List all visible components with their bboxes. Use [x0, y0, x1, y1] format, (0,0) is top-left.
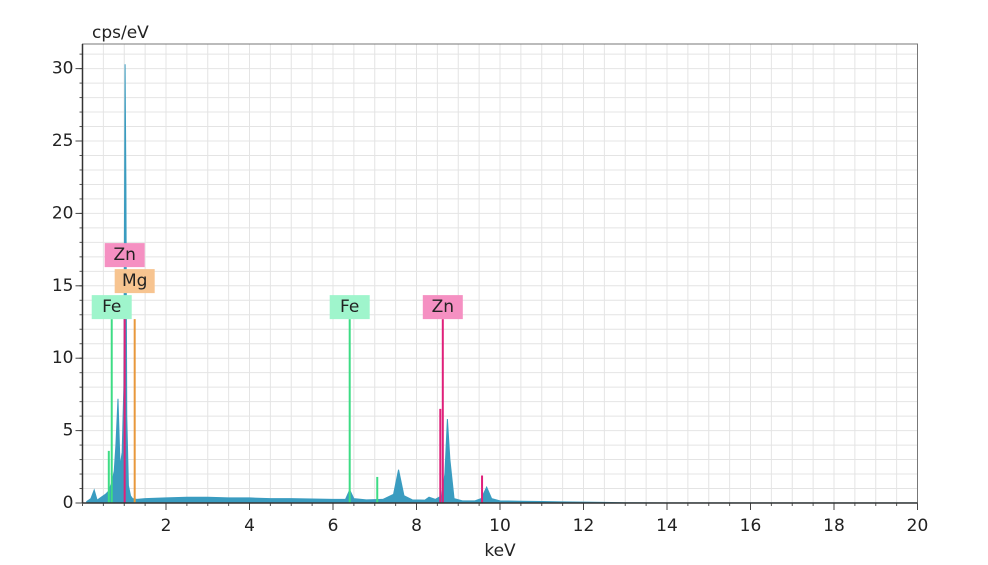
x-tick-label: 4 — [244, 516, 255, 536]
x-tick-label: 16 — [740, 516, 762, 536]
x-tick-label: 12 — [573, 516, 595, 536]
element-label: Fe — [340, 297, 359, 317]
x-tick-label: 8 — [411, 516, 422, 536]
y-tick-label: 5 — [63, 421, 74, 441]
y-tick-label: 20 — [52, 203, 74, 223]
element-label-box — [91, 295, 132, 320]
y-tick-label: 15 — [52, 276, 74, 296]
x-tick-label: 20 — [907, 516, 929, 536]
element-label: Zn — [432, 297, 454, 317]
x-tick-label: 6 — [328, 516, 339, 536]
x-tick-label: 2 — [161, 516, 172, 536]
element-label-box — [114, 269, 155, 294]
x-tick-label: 14 — [656, 516, 678, 536]
element-label: Zn — [113, 245, 135, 265]
element-label-box — [104, 243, 145, 268]
element-label: Mg — [122, 271, 147, 291]
y-tick-label: 10 — [52, 348, 74, 368]
y-tick-label: 30 — [52, 59, 74, 79]
element-label-box — [422, 295, 463, 320]
y-tick-label: 25 — [52, 131, 74, 151]
y-axis-label: cps/eV — [92, 23, 149, 43]
x-axis-label: keV — [484, 541, 516, 561]
element-label-box — [329, 295, 370, 320]
spectrum-area — [86, 64, 918, 504]
x-tick-label: 18 — [823, 516, 845, 536]
y-tick-label: 0 — [63, 493, 74, 513]
element-label: Fe — [102, 297, 121, 317]
x-tick-label: 10 — [489, 516, 511, 536]
